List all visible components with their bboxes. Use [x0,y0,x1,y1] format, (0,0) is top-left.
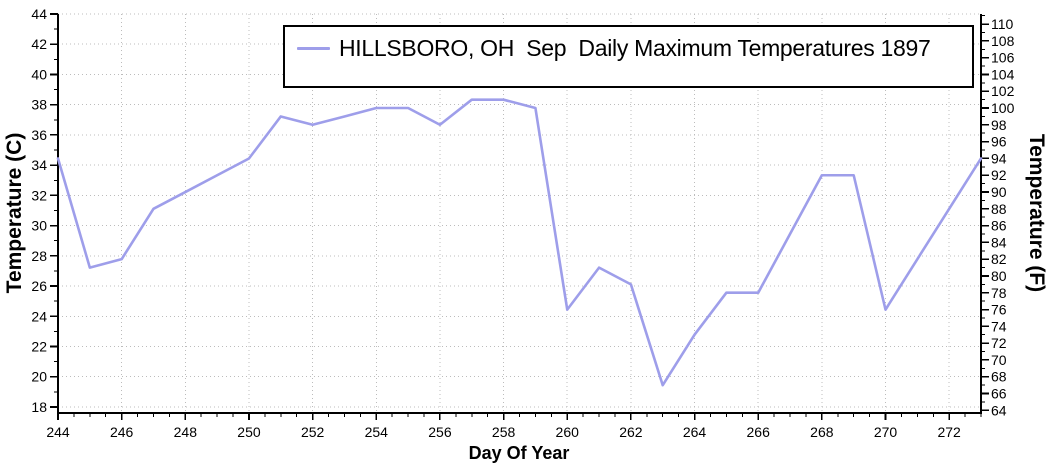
f-tick-label: 86 [991,218,1007,234]
y-tick-label: 42 [31,36,47,52]
f-tick-label: 100 [991,100,1015,116]
f-tick-label: 106 [991,50,1015,66]
legend-label: HILLSBORO, OH Sep Daily Maximum Temperat… [339,34,931,61]
y-tick-label: 22 [31,339,47,355]
f-tick-label: 104 [991,66,1015,82]
y-tick-label: 30 [31,218,47,234]
y-tick-label: 34 [31,157,47,173]
x-tick-label: 254 [365,424,389,440]
f-tick-label: 98 [991,117,1007,133]
f-tick-label: 76 [991,302,1007,318]
f-tick-label: 80 [991,268,1007,284]
x-tick-label: 248 [174,424,198,440]
x-tick-label: 268 [810,424,834,440]
f-tick-label: 66 [991,386,1007,402]
y-tick-label: 40 [31,66,47,82]
f-tick-label: 90 [991,184,1007,200]
tick-labels: 44 42 40 38 36 34 32 30 28 26 24 22 20 18 110108106104… [31,6,1014,440]
f-tick-label: 92 [991,167,1007,183]
legend-entry: HILLSBORO, OH Sep Daily Maximum Temperat… [285,30,931,66]
y-tick-label: 36 [31,127,47,143]
y-tick-label: 24 [31,308,47,324]
x-tick-label: 258 [492,424,516,440]
x-tick-label: 260 [556,424,580,440]
y-tick-label: 32 [31,187,47,203]
f-tick-label: 96 [991,134,1007,150]
temperature-line [56,98,983,387]
f-tick-label: 70 [991,352,1007,368]
x-tick-label: 264 [683,424,707,440]
legend-line-sample [297,46,330,50]
x-tick-label: 270 [874,424,898,440]
f-tick-label: 72 [991,335,1007,351]
f-tick-label: 88 [991,201,1007,217]
f-tick-label: 108 [991,33,1015,49]
f-tick-label: 64 [991,402,1007,418]
gridlines [58,13,981,413]
x-tick-label: 262 [619,424,643,440]
x-tick-label: 266 [747,424,771,440]
y-tick-label: 44 [31,6,47,22]
x-tick-label: 250 [237,424,261,440]
y-axis-label-celsius: Temperature (C) [3,132,26,294]
x-tick-label: 256 [428,424,452,440]
f-tick-label: 110 [991,16,1014,32]
legend-box: HILLSBORO, OH Sep Daily Maximum Temperat… [283,25,974,88]
x-tick-label: 252 [301,424,325,440]
x-tick-label: 244 [46,424,70,440]
f-tick-label: 94 [991,150,1007,166]
f-tick-label: 78 [991,285,1007,301]
y-tick-label: 28 [31,248,47,264]
f-tick-label: 82 [991,251,1007,267]
f-tick-label: 84 [991,234,1007,250]
x-tick-label: 246 [110,424,134,440]
y-axis-label-fahrenheit: Temperature (F) [1025,133,1048,293]
y-tick-label: 26 [31,278,47,294]
x-axis-label: Day Of Year [468,443,570,463]
y-tick-label: 38 [31,97,47,113]
f-tick-label: 102 [991,83,1015,99]
axes [57,14,982,414]
f-tick-label: 68 [991,369,1007,385]
y-tick-label: 20 [31,369,47,385]
f-tick-label: 74 [991,318,1007,334]
y-tick-label: 18 [31,399,47,415]
x-tick-label: 272 [937,424,961,440]
